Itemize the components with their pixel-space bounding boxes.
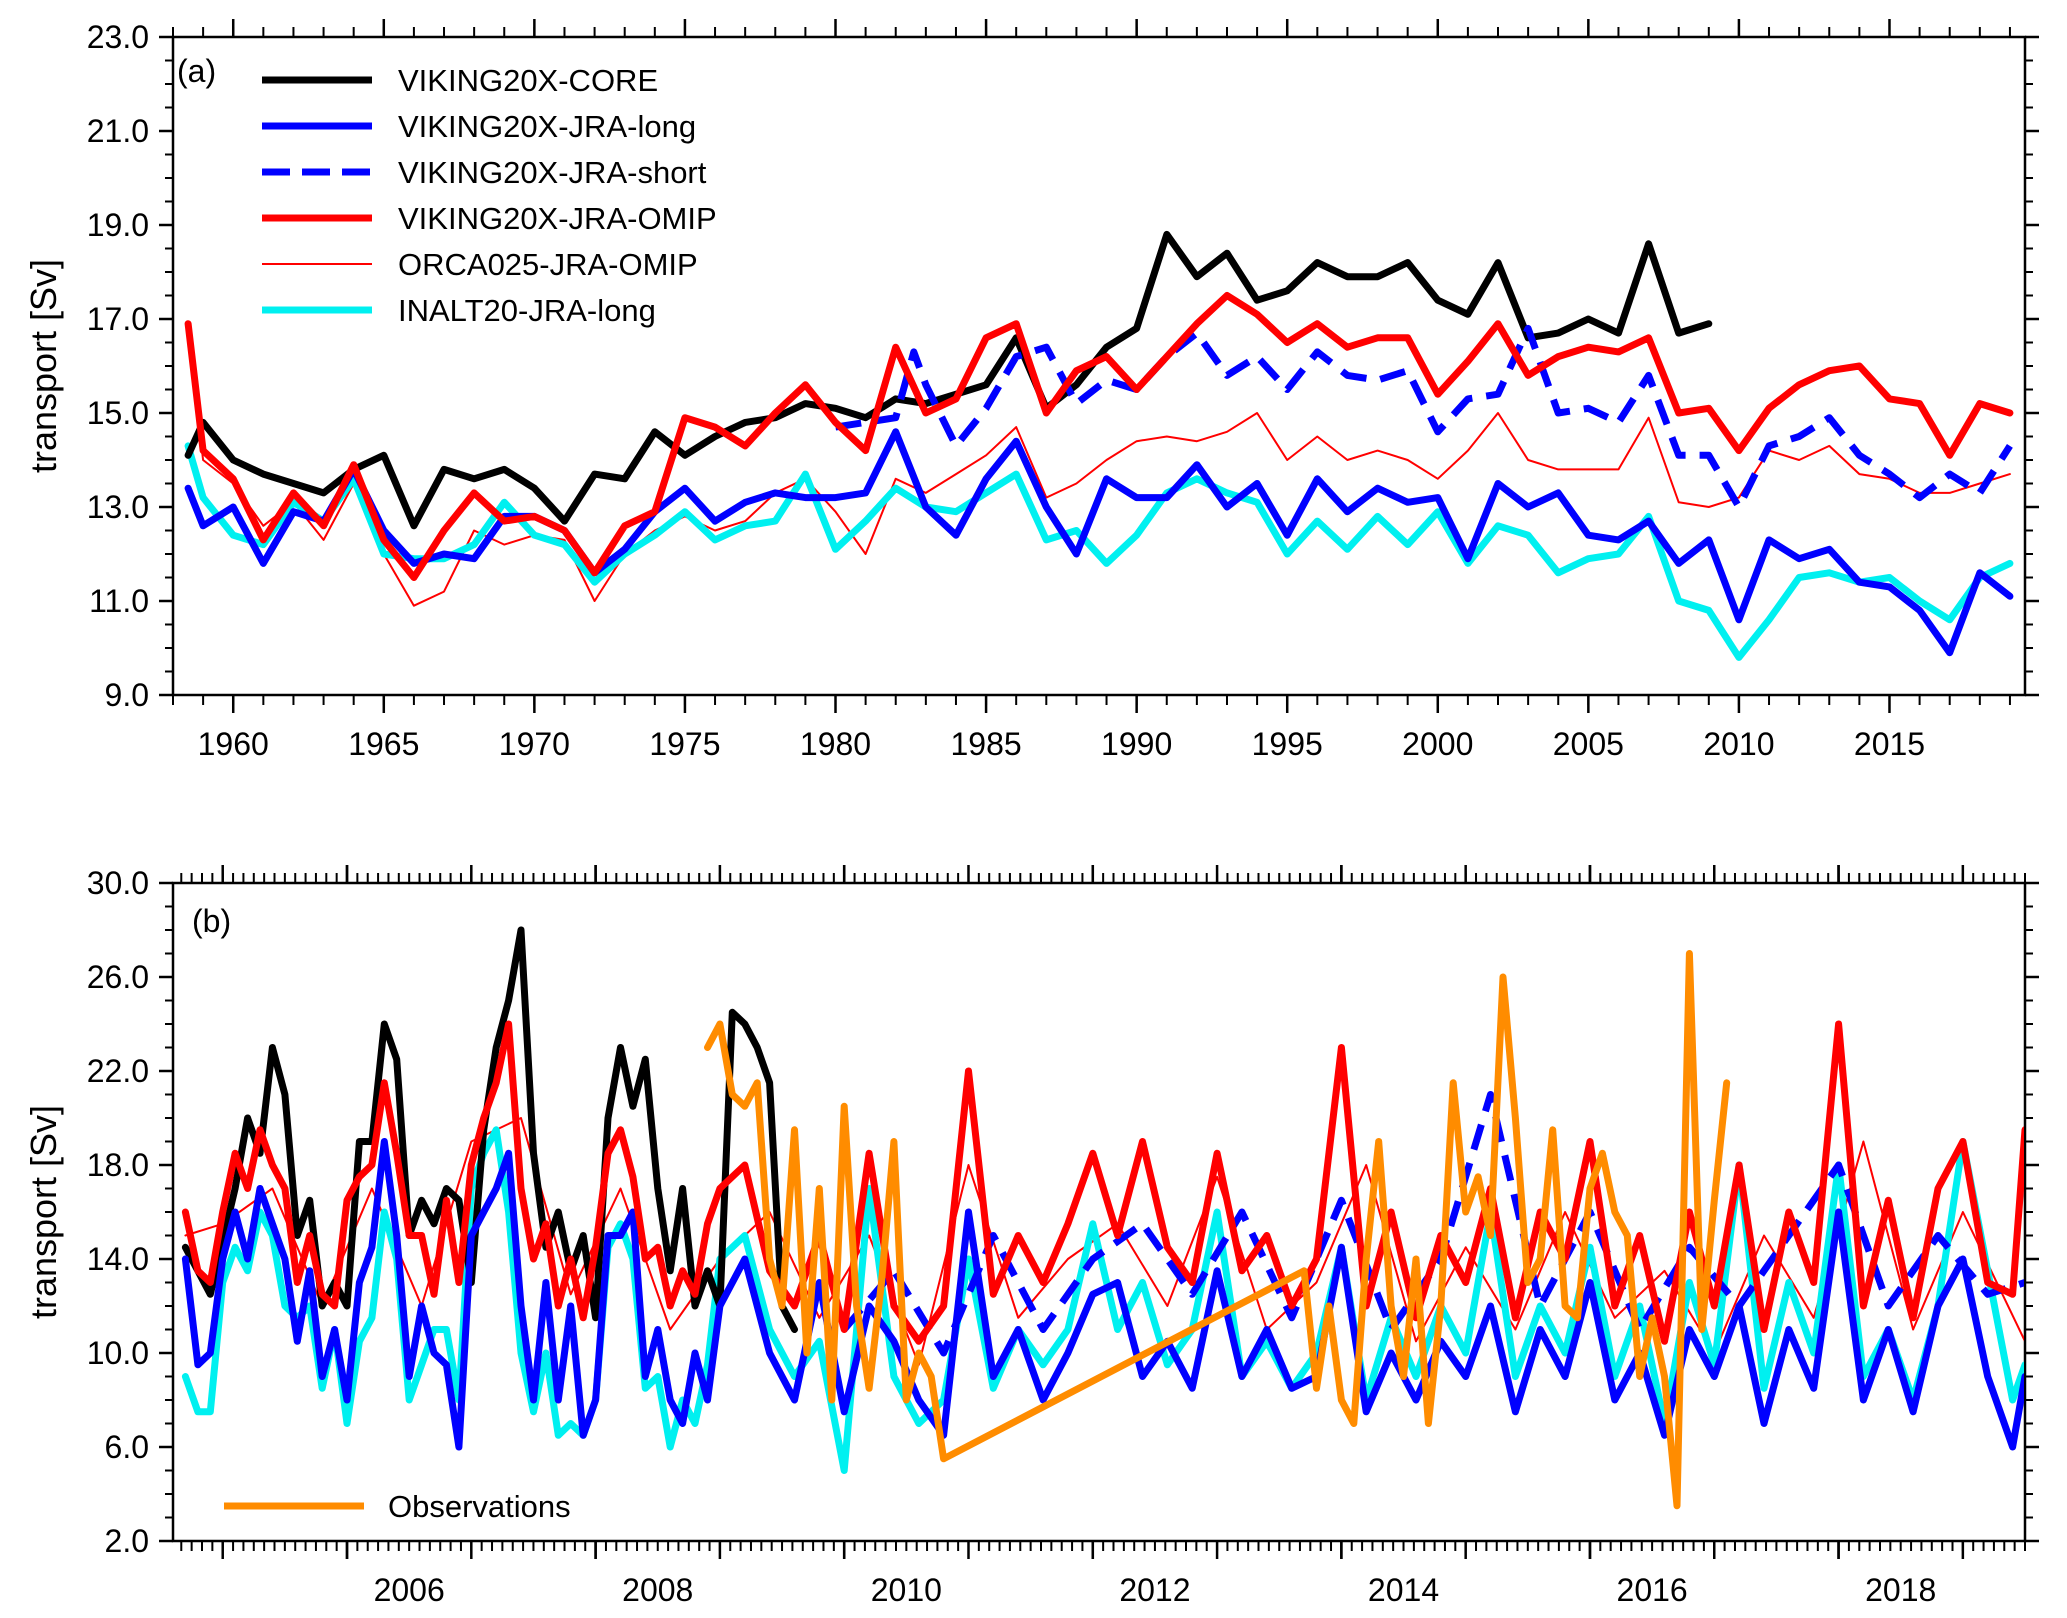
legend-label-viking20x-jra-omip: VIKING20X-JRA-OMIP: [398, 201, 717, 236]
series-line-viking20x-core: [181, 926, 798, 1333]
x-tick-label: 1970: [499, 726, 570, 762]
legend-label-viking20x-jra-short: VIKING20X-JRA-short: [398, 155, 707, 190]
panel-b-ticks: 2.0 6.0 10.0 14.0 18.0 22.0 26.0 30.0 2006 2008 20…: [87, 865, 2039, 1608]
y-tick-label: 13.0: [87, 489, 149, 525]
x-tick-label: 2005: [1553, 726, 1624, 762]
x-tick-label: 2014: [1368, 1572, 1439, 1608]
y-tick-label: 19.0: [87, 207, 149, 243]
panel-a-series-group: [184, 230, 2014, 661]
panel-b-legend: Observations: [224, 1489, 571, 1524]
legend-label-inalt20-jra-long: INALT20-JRA-long: [398, 293, 656, 328]
y-tick-label: 10.0: [87, 1335, 149, 1371]
x-tick-label: 2006: [374, 1572, 445, 1608]
y-tick-label: 11.0: [89, 583, 149, 619]
y-tick-label: 26.0: [87, 959, 149, 995]
panel-b-tag: (b): [192, 903, 231, 939]
x-tick-label: 1960: [198, 726, 269, 762]
series-line-inalt20-jra-long: [181, 1126, 2024, 1474]
y-tick-label: 9.0: [105, 677, 149, 713]
y-tick-label: 2.0: [105, 1523, 149, 1559]
x-tick-label: 2018: [1865, 1572, 1936, 1608]
panel-a-tag: (a): [177, 53, 216, 89]
legend-label-viking20x-core: VIKING20X-CORE: [398, 63, 658, 98]
x-tick-label: 1990: [1101, 726, 1172, 762]
panel-b-series-group: [181, 926, 2024, 1510]
y-tick-label: 14.0: [87, 1241, 149, 1277]
panel-a: 9.0 11.0 13.0 15.0 17.0 19.0 21.0 23.0 1960 1965 1…: [23, 19, 2039, 762]
series-line-viking20x-jra-omip: [181, 1020, 2024, 1345]
series-line-viking20x-jra-omip: [184, 292, 2014, 581]
x-tick-label: 2010: [871, 1572, 942, 1608]
x-tick-label: 1980: [800, 726, 871, 762]
panel-b-y-axis-label: transport [Sv]: [23, 1105, 64, 1319]
x-tick-label: 2008: [622, 1572, 693, 1608]
y-tick-label: 22.0: [87, 1053, 149, 1089]
y-tick-label: 18.0: [87, 1147, 149, 1183]
panel-a-ticks: 9.0 11.0 13.0 15.0 17.0 19.0 21.0 23.0 1960 1965 1…: [87, 19, 2039, 762]
series-line-inalt20-jra-long: [184, 442, 2014, 661]
x-tick-label: 1985: [950, 726, 1021, 762]
series-line-observations: [704, 950, 1731, 1510]
x-tick-label: 1975: [649, 726, 720, 762]
y-tick-label: 30.0: [87, 865, 149, 901]
legend-label-observations: Observations: [388, 1489, 571, 1524]
panel-a-y-axis-label: transport [Sv]: [23, 259, 64, 473]
y-tick-label: 6.0: [105, 1429, 149, 1465]
x-tick-label: 2012: [1119, 1572, 1190, 1608]
x-tick-label: 1965: [348, 726, 419, 762]
series-line-viking20x-core: [184, 230, 1713, 530]
legend-label-viking20x-jra-long: VIKING20X-JRA-long: [398, 109, 696, 144]
x-tick-label: 2015: [1854, 726, 1925, 762]
series-line-viking20x-jra-short: [834, 324, 2013, 511]
x-tick-label: 2000: [1402, 726, 1473, 762]
series-line-viking20x-jra-long: [184, 428, 2014, 657]
legend-label-orca025-jra-omip: ORCA025-JRA-OMIP: [398, 247, 698, 282]
y-tick-label: 23.0: [87, 19, 149, 55]
panel-a-legend: VIKING20X-CORE VIKING20X-JRA-long VIKING20…: [262, 63, 717, 328]
series-line-orca025-jra-omip: [187, 332, 2011, 607]
y-tick-label: 15.0: [87, 395, 149, 431]
x-tick-label: 1995: [1252, 726, 1323, 762]
y-tick-label: 17.0: [87, 301, 149, 337]
x-tick-label: 2016: [1617, 1572, 1688, 1608]
panel-b: 2.0 6.0 10.0 14.0 18.0 22.0 26.0 30.0 2006 2008 20…: [23, 865, 2039, 1608]
y-tick-label: 21.0: [87, 113, 149, 149]
x-tick-label: 2010: [1703, 726, 1774, 762]
